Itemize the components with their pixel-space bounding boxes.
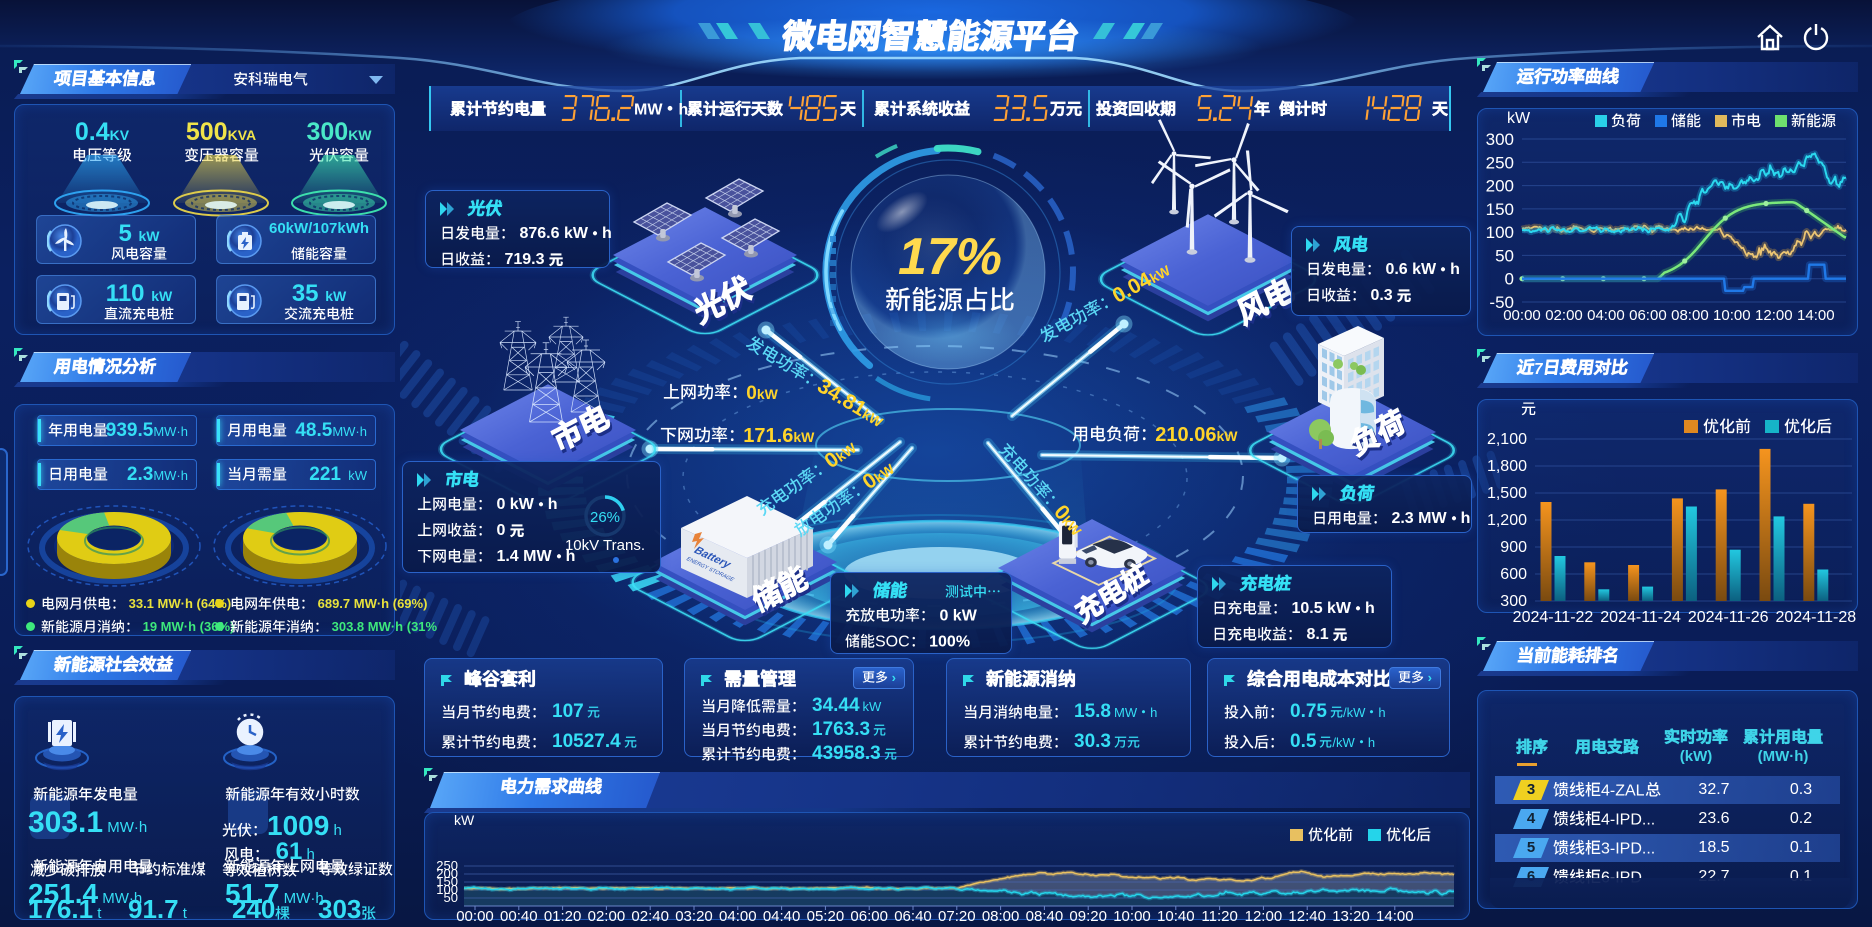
svg-text:04:40: 04:40 — [763, 908, 801, 925]
svg-text:10:00: 10:00 — [1113, 908, 1151, 925]
svg-text:04:00: 04:00 — [719, 908, 757, 925]
svg-text:08:40: 08:40 — [1026, 908, 1064, 925]
svg-text:06:00: 06:00 — [850, 908, 888, 925]
svg-text:00:00: 00:00 — [1503, 307, 1541, 324]
svg-text:2024-11-22: 2024-11-22 — [1513, 609, 1594, 626]
svg-text:2024-11-26: 2024-11-26 — [1688, 609, 1769, 626]
svg-text:13:20: 13:20 — [1332, 908, 1370, 925]
svg-text:100: 100 — [436, 882, 458, 897]
svg-text:10:00: 10:00 — [1713, 307, 1751, 324]
svg-text:0kW: 0kW — [746, 383, 778, 404]
svg-text:09:20: 09:20 — [1069, 908, 1107, 925]
svg-text:50: 50 — [444, 890, 458, 905]
svg-text:2024-11-28: 2024-11-28 — [1775, 609, 1856, 626]
svg-text:00:00: 00:00 — [456, 908, 494, 925]
svg-text:210.06kW: 210.06kW — [1155, 424, 1238, 446]
svg-text:250: 250 — [436, 858, 458, 873]
svg-text:02:00: 02:00 — [1545, 307, 1583, 324]
svg-text:01:20: 01:20 — [544, 908, 582, 925]
svg-text:12:00: 12:00 — [1755, 307, 1793, 324]
svg-text:900: 900 — [1500, 539, 1527, 556]
svg-text:kW: kW — [1507, 110, 1531, 127]
svg-text:2,100: 2,100 — [1487, 431, 1527, 448]
svg-text:10:40: 10:40 — [1157, 908, 1195, 925]
svg-text:06:00: 06:00 — [1629, 307, 1667, 324]
svg-text:02:40: 02:40 — [631, 908, 669, 925]
svg-text:100: 100 — [1486, 223, 1514, 242]
svg-text:07:20: 07:20 — [938, 908, 976, 925]
svg-text:05:20: 05:20 — [807, 908, 845, 925]
svg-text:200: 200 — [1486, 177, 1514, 196]
svg-text:300: 300 — [1486, 130, 1514, 149]
svg-text:300: 300 — [1500, 593, 1527, 610]
svg-text:200: 200 — [436, 866, 458, 881]
svg-text:1,500: 1,500 — [1487, 485, 1527, 502]
svg-text:11:20: 11:20 — [1201, 908, 1237, 925]
svg-text:14:00: 14:00 — [1797, 307, 1835, 324]
svg-text:03:20: 03:20 — [675, 908, 713, 925]
svg-text:150: 150 — [1486, 200, 1514, 219]
svg-text:04:00: 04:00 — [1587, 307, 1625, 324]
svg-text:34.81kW: 34.81kW — [813, 374, 889, 432]
svg-text:150: 150 — [436, 874, 458, 889]
svg-text:12:40: 12:40 — [1288, 908, 1326, 925]
svg-text:00:40: 00:40 — [500, 908, 538, 925]
svg-text:14:00: 14:00 — [1376, 908, 1414, 925]
svg-text:02:00: 02:00 — [588, 908, 626, 925]
svg-text:26%: 26% — [590, 509, 620, 526]
svg-text:06:40: 06:40 — [894, 908, 932, 925]
svg-text:250: 250 — [1486, 153, 1514, 172]
svg-text:1,200: 1,200 — [1487, 512, 1527, 529]
svg-text:17%: 17% — [898, 228, 1002, 286]
svg-text:600: 600 — [1500, 566, 1527, 583]
svg-text:0: 0 — [1505, 270, 1514, 289]
svg-text:kW: kW — [454, 813, 475, 828]
svg-text:10kV Trans.: 10kV Trans. — [565, 537, 645, 554]
svg-text:1,800: 1,800 — [1487, 458, 1527, 475]
svg-text:08:00: 08:00 — [1671, 307, 1709, 324]
svg-text:50: 50 — [1495, 246, 1514, 265]
svg-text:2024-11-24: 2024-11-24 — [1600, 609, 1681, 626]
svg-text:171.6kW: 171.6kW — [743, 425, 815, 447]
svg-text:12:00: 12:00 — [1245, 908, 1283, 925]
svg-text:-50: -50 — [1489, 293, 1514, 312]
svg-text:08:00: 08:00 — [982, 908, 1020, 925]
